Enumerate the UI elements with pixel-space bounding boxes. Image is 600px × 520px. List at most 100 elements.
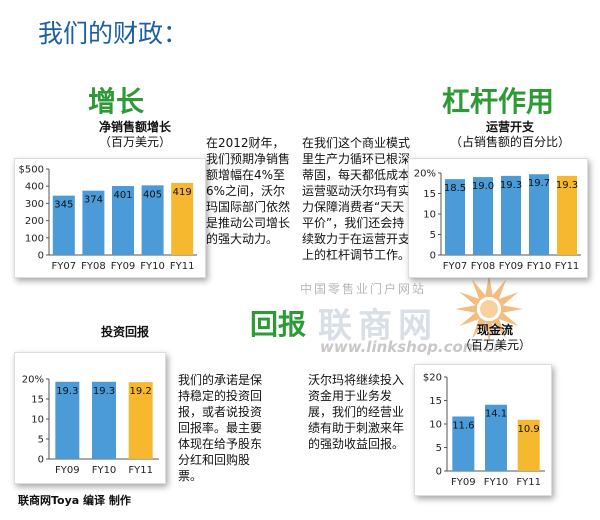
watermark-url: www.linkshop.com.cn — [320, 338, 504, 356]
x-tick-label: FY11 — [170, 261, 195, 272]
bar — [171, 182, 194, 255]
bar-value-label: 401 — [113, 190, 132, 201]
bar-value-label: 19.3 — [500, 180, 522, 191]
chart-opex: 20% 15 10 5 0 18.5 FY07 19.0 FY08 19.3 FY09 19.7 FY1… — [408, 158, 588, 278]
sunburst-logo-icon — [455, 275, 523, 343]
y-tick-label: 15 — [429, 396, 442, 407]
y-tick-label: 20% — [414, 169, 436, 180]
y-tick-label: 10 — [31, 415, 44, 426]
x-tick-label: FY09 — [451, 477, 476, 488]
chart-title-opex: 运营开支 （占销售额的百分比） — [430, 120, 590, 150]
bar-value-label: 14.1 — [485, 409, 507, 420]
growth-text: 在2012财年，我们预期净销售额增幅在4%至6%之间，沃尔玛国际部门依然是推动公… — [206, 136, 291, 246]
y-tick-label: 100 — [25, 233, 44, 244]
bar — [473, 177, 493, 255]
bar-value-label: 19.2 — [130, 386, 152, 397]
bar-value-label: 19.3 — [93, 386, 115, 397]
watermark-tagline: 中国零售业门户网站 — [300, 282, 427, 296]
y-tick-label: 15 — [423, 189, 436, 200]
bar — [128, 382, 153, 459]
y-tick-label: $500 — [19, 165, 44, 176]
y-tick-label: 0 — [38, 251, 44, 262]
y-tick-label: 0 — [436, 467, 442, 478]
chart-title-roi: 投资回报 — [60, 325, 190, 340]
chart-title-cash-sub: （百万美元） — [458, 338, 531, 352]
chart-title-opex-main: 运营开支 — [485, 120, 534, 134]
bar — [445, 179, 465, 255]
credit-line: 联商网Toya 编译 制作 — [18, 494, 131, 507]
cashflow-text: 沃尔玛将继续投入资金用于业务发展，我们的经营业绩有助于刺激来年的强劲收益回报。 — [308, 373, 405, 451]
chart-title-sales-sub: （百万美元） — [98, 135, 171, 149]
y-tick-label: 5 — [430, 230, 436, 241]
y-tick-label: 5 — [436, 443, 442, 454]
y-tick-label: 0 — [38, 455, 44, 466]
chart-cash: $20 15 10 5 0 11.6 FY09 14.1 FY10 10.9 FY11 — [414, 364, 552, 496]
page-title: 我们的财政： — [38, 19, 189, 48]
bar-value-label: 419 — [173, 187, 192, 198]
x-tick-label: FY09 — [55, 465, 80, 476]
x-tick-label: FY10 — [92, 465, 117, 476]
y-tick-label: 10 — [429, 420, 442, 431]
chart-title-sales: 净销售额增长 （百万美元） — [60, 120, 210, 150]
bar-value-label: 19.3 — [556, 180, 578, 191]
section-leverage: 杠杆作用 — [442, 85, 555, 118]
bar-value-label: 10.9 — [518, 424, 540, 435]
bar — [92, 381, 116, 459]
x-tick-label: FY10 — [527, 261, 552, 272]
x-tick-label: FY10 — [140, 261, 165, 272]
y-tick-label: 400 — [25, 182, 44, 193]
returns-text: 我们的承诺是保持稳定的投资回报，或者说投资回报率。最主要体现在给予股东分红和回购… — [178, 373, 263, 483]
bar — [557, 175, 577, 255]
bar-value-label: 19.7 — [528, 178, 550, 189]
bar-value-label: 19.0 — [472, 181, 494, 192]
x-tick-label: FY09 — [499, 261, 524, 272]
chart-opex-svg: 20% 15 10 5 0 18.5 FY07 19.0 FY08 19.3 FY09 19.7 FY1… — [414, 169, 581, 272]
bar — [52, 195, 75, 255]
y-tick-label: $20 — [423, 373, 442, 384]
chart-roi: 20% 15 10 5 0 19.3 FY09 19.3 FY10 19.2 FY11 — [14, 352, 166, 484]
x-tick-label: FY08 — [81, 261, 106, 272]
bar — [501, 175, 521, 255]
bar — [529, 174, 549, 255]
chart-sales-svg: $500 400 300 200 100 0 345 FY07 374 FY08 401 FY09 40… — [19, 165, 197, 272]
chart-title-sales-main: 净销售额增长 — [98, 120, 171, 134]
chart-title-opex-sub: （占销售额的百分比） — [449, 135, 570, 149]
y-tick-label: 200 — [25, 216, 44, 227]
y-tick-label: 0 — [430, 251, 436, 262]
bar-value-label: 19.3 — [56, 386, 78, 397]
chart-roi-svg: 20% 15 10 5 0 19.3 FY09 19.3 FY10 19.2 FY11 — [22, 375, 159, 476]
x-tick-label: FY11 — [516, 477, 541, 488]
chart-sales: $500 400 300 200 100 0 345 FY07 374 FY08 401 FY09 40… — [14, 158, 206, 278]
section-growth: 增长 — [88, 85, 145, 118]
y-tick-label: 20% — [22, 375, 44, 386]
chart-title-cash-main: 现金流 — [476, 323, 513, 337]
section-returns: 回报 — [250, 308, 307, 341]
y-tick-label: 5 — [38, 435, 44, 446]
bar-value-label: 405 — [143, 189, 162, 200]
x-tick-label: FY11 — [128, 465, 153, 476]
chart-title-roi-main: 投资回报 — [100, 325, 149, 339]
leverage-text: 在我们这个商业模式里生产力循环已根深蒂固，每天都低成本运营驱动沃尔玛有实力保障消… — [302, 136, 411, 262]
bar — [112, 186, 134, 255]
watermark-logo-text: 联商网 — [318, 306, 438, 346]
x-tick-label: FY10 — [484, 477, 509, 488]
bar — [141, 185, 164, 255]
bar-value-label: 374 — [84, 195, 103, 206]
chart-cash-svg: $20 15 10 5 0 11.6 FY09 14.1 FY10 10.9 FY11 — [423, 373, 545, 488]
bar-value-label: 18.5 — [444, 183, 466, 194]
bar — [452, 416, 475, 471]
x-tick-label: FY09 — [111, 261, 136, 272]
y-tick-label: 15 — [31, 395, 44, 406]
chart-title-cash: 现金流 （百万美元） — [440, 323, 550, 353]
x-tick-label: FY07 — [443, 261, 468, 272]
x-tick-label: FY11 — [555, 261, 580, 272]
x-tick-label: FY08 — [471, 261, 496, 272]
y-tick-label: 300 — [25, 199, 44, 210]
bar — [485, 404, 507, 471]
bar — [55, 381, 80, 459]
x-tick-label: FY07 — [52, 261, 77, 272]
y-tick-label: 10 — [423, 210, 436, 221]
bar — [82, 190, 105, 255]
bar — [517, 419, 540, 471]
bar-value-label: 11.6 — [452, 420, 474, 431]
